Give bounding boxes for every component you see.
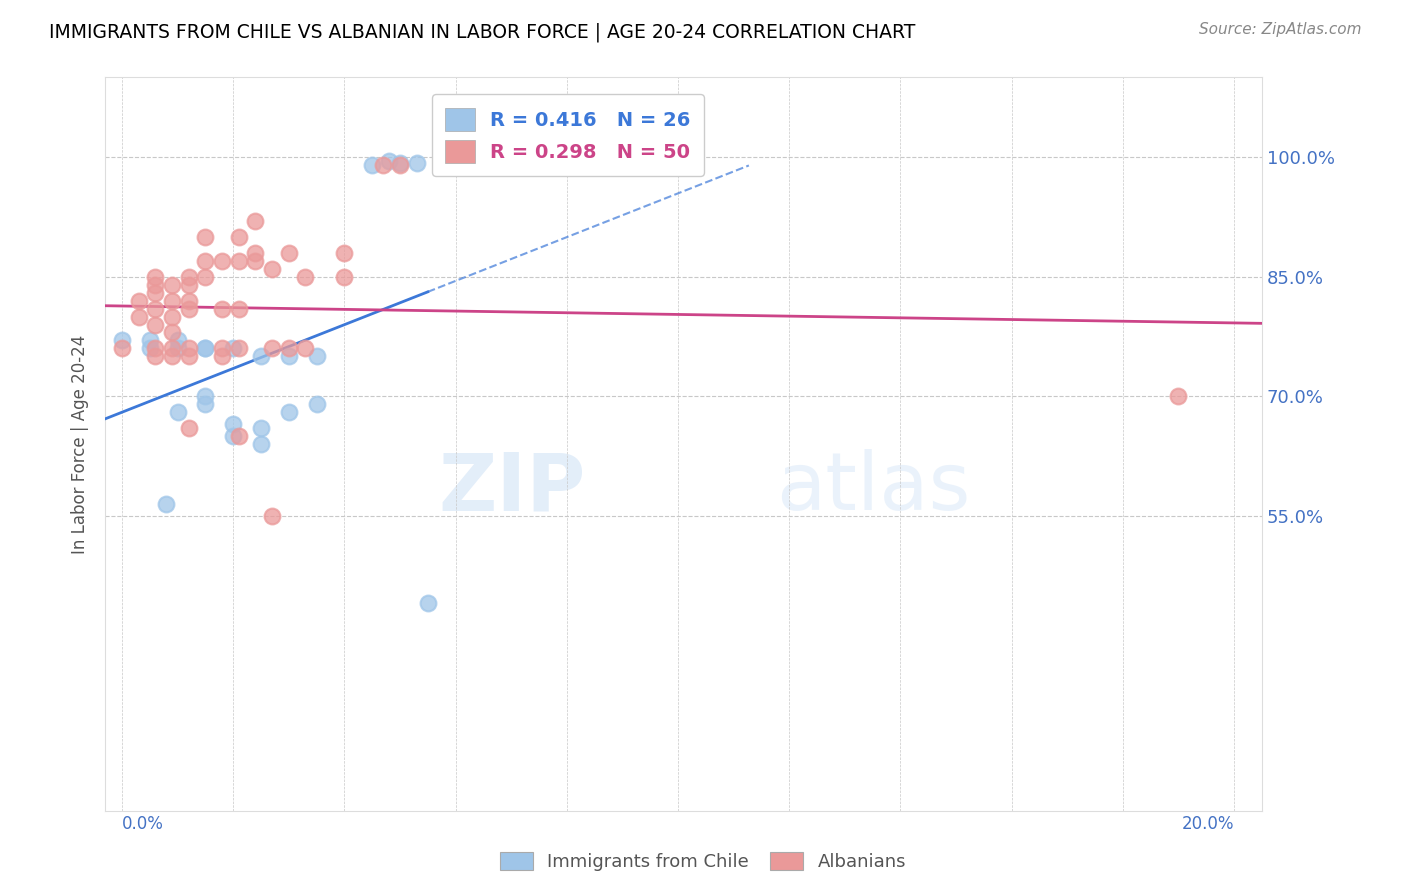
Point [143, 269, 166, 284]
Point [305, 397, 328, 411]
Point [177, 342, 200, 356]
Point [277, 342, 299, 356]
Point [143, 342, 166, 356]
Point [177, 277, 200, 292]
Point [333, 245, 356, 260]
Point [228, 342, 250, 356]
Text: Source: ZipAtlas.com: Source: ZipAtlas.com [1198, 22, 1361, 37]
Point [228, 230, 250, 244]
Point [194, 342, 217, 356]
Point [194, 397, 217, 411]
Text: atlas: atlas [776, 449, 970, 527]
Point [277, 350, 299, 364]
Point [211, 342, 233, 356]
Text: ZIP: ZIP [439, 449, 585, 527]
Point [143, 350, 166, 364]
Point [211, 350, 233, 364]
Point [155, 497, 177, 511]
Point [143, 285, 166, 300]
Point [245, 214, 267, 228]
Point [143, 318, 166, 332]
Point [373, 158, 395, 172]
Point [177, 350, 200, 364]
Point [160, 310, 183, 324]
Point [388, 155, 411, 169]
Point [177, 269, 200, 284]
Point [194, 230, 217, 244]
Point [166, 334, 188, 348]
Point [160, 350, 183, 364]
Point [260, 342, 283, 356]
Point [194, 269, 217, 284]
Point [211, 253, 233, 268]
Point [250, 421, 273, 435]
Point [222, 429, 245, 443]
Point [166, 342, 188, 356]
Point [128, 310, 150, 324]
Point [111, 334, 134, 348]
Point [228, 253, 250, 268]
Point [177, 421, 200, 435]
Point [405, 155, 427, 169]
Point [388, 158, 411, 172]
Point [250, 437, 273, 451]
Legend: Immigrants from Chile, Albanians: Immigrants from Chile, Albanians [494, 845, 912, 879]
Point [194, 342, 217, 356]
Point [177, 301, 200, 316]
Point [260, 261, 283, 276]
Point [250, 350, 273, 364]
Point [194, 253, 217, 268]
Point [294, 342, 316, 356]
Point [160, 293, 183, 308]
Point [138, 342, 160, 356]
Legend: R = 0.416   N = 26, R = 0.298   N = 50: R = 0.416 N = 26, R = 0.298 N = 50 [432, 95, 704, 177]
Y-axis label: In Labor Force | Age 20-24: In Labor Force | Age 20-24 [72, 334, 89, 554]
Point [143, 301, 166, 316]
Point [1167, 389, 1189, 403]
Point [277, 405, 299, 419]
Point [160, 342, 183, 356]
Point [111, 342, 134, 356]
Point [305, 350, 328, 364]
Point [211, 301, 233, 316]
Point [222, 342, 245, 356]
Point [177, 293, 200, 308]
Point [166, 405, 188, 419]
Point [416, 597, 439, 611]
Point [143, 277, 166, 292]
Point [245, 253, 267, 268]
Point [245, 245, 267, 260]
Point [138, 334, 160, 348]
Point [378, 154, 401, 169]
Point [294, 269, 316, 284]
Point [228, 301, 250, 316]
Point [228, 429, 250, 443]
Point [277, 245, 299, 260]
Point [361, 158, 384, 172]
Point [333, 269, 356, 284]
Point [260, 508, 283, 523]
Point [160, 277, 183, 292]
Text: 0.0%: 0.0% [122, 814, 163, 832]
Point [160, 326, 183, 340]
Text: 20.0%: 20.0% [1181, 814, 1234, 832]
Point [222, 417, 245, 431]
Text: IMMIGRANTS FROM CHILE VS ALBANIAN IN LABOR FORCE | AGE 20-24 CORRELATION CHART: IMMIGRANTS FROM CHILE VS ALBANIAN IN LAB… [49, 22, 915, 42]
Point [128, 293, 150, 308]
Point [194, 389, 217, 403]
